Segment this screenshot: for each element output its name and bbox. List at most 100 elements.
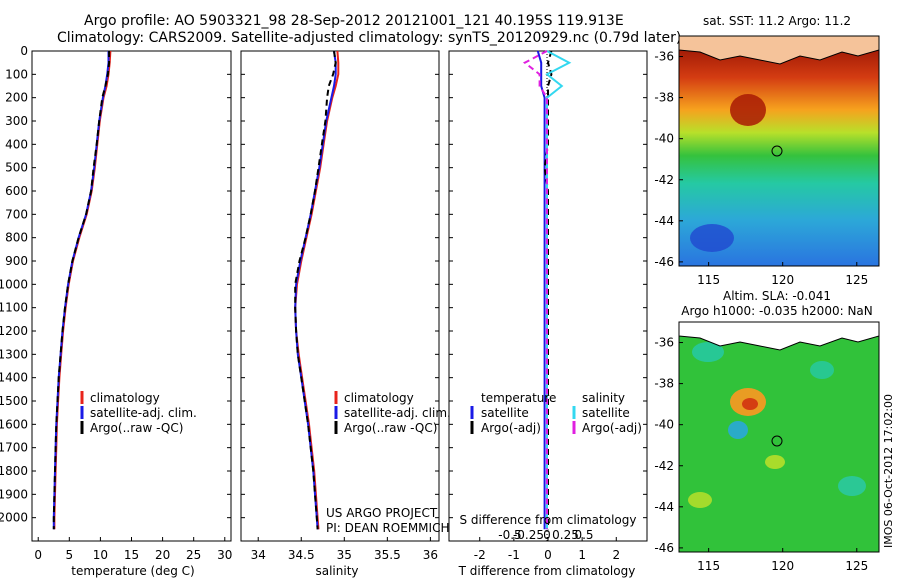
depth-tick-label: 1600 xyxy=(0,417,28,431)
x-tick-label: 34.5 xyxy=(288,548,315,562)
salinity-panel-frame xyxy=(240,50,440,542)
x-tick-label: 0 xyxy=(34,548,42,562)
sla-map-axes: 115 120 125 -36 -38 -40 -42 -44 -46 xyxy=(654,336,868,573)
lat-tick-label: -38 xyxy=(654,377,674,391)
lat-tick-label: -40 xyxy=(654,132,674,146)
x-tick-label: 15 xyxy=(124,548,139,562)
depth-tick-label: 200 xyxy=(5,91,28,105)
sst-map-frame xyxy=(678,35,880,267)
t-difference-axis-label: T difference from climatology xyxy=(458,564,636,578)
x-tick-label: 0 xyxy=(544,548,552,562)
x-tick-label: 1 xyxy=(578,548,586,562)
salinity-tick-label: -0.25 xyxy=(513,528,544,542)
coastline-land xyxy=(679,36,879,65)
salinity-tick-label: -0.5 xyxy=(498,528,521,542)
lat-tick-label: -36 xyxy=(654,50,674,64)
series-line-2 xyxy=(545,50,572,530)
depth-tick-label: 1900 xyxy=(0,487,28,501)
x-tick-label: 36 xyxy=(423,548,438,562)
sla-low-1 xyxy=(692,342,724,362)
legend-label-s-argo: Argo(-adj) xyxy=(582,421,642,435)
series-line-0 xyxy=(52,51,111,530)
salinity-tick-label: 0.5 xyxy=(574,528,593,542)
project-label: US ARGO PROJECT xyxy=(326,506,438,520)
cool-patch xyxy=(690,224,734,252)
legend-heading-temperature: temperature xyxy=(481,391,556,405)
depth-tick-label: 600 xyxy=(5,184,28,198)
series-line-2 xyxy=(536,50,546,530)
legend-label-argo: Argo(..raw -QC) xyxy=(90,421,183,435)
x-tick-label: 34 xyxy=(251,548,266,562)
argo-float-marker xyxy=(771,435,783,447)
lat-tick-label: -36 xyxy=(654,336,674,350)
lon-tick-label: 120 xyxy=(771,273,794,287)
salinity-difference-x-axis: -0.5-0.2500.250.5 xyxy=(498,528,593,542)
lat-tick-label: -46 xyxy=(654,255,674,269)
x-tick-label: -2 xyxy=(474,548,486,562)
legend-label-climatology: climatology xyxy=(90,391,160,405)
sla-map-subtitle: Argo h1000: -0.035 h2000: NaN xyxy=(681,304,873,318)
lat-tick-label: -38 xyxy=(654,91,674,105)
coastline-land xyxy=(679,322,879,351)
legend-label-s-satellite: satellite xyxy=(582,406,630,420)
argo-float-marker xyxy=(771,145,783,157)
x-tick-label: 35.5 xyxy=(374,548,401,562)
depth-tick-label: 1100 xyxy=(0,301,28,315)
header-title: Argo profile: AO 5903321_98 28-Sep-2012 … xyxy=(84,13,624,29)
lat-tick-label: -42 xyxy=(654,459,674,473)
legend-label-argo: Argo(..raw -QC) xyxy=(344,421,437,435)
s-difference-axis-label: S difference from climatology xyxy=(460,513,637,527)
temperature-legend: climatology satellite-adj. clim. Argo(..… xyxy=(80,391,197,435)
sla-high-2 xyxy=(765,455,785,469)
depth-tick-label: 1500 xyxy=(0,394,28,408)
sla-high-core xyxy=(742,398,758,410)
series-line-0 xyxy=(53,50,112,530)
depth-tick-label: 1300 xyxy=(0,347,28,361)
lon-tick-label: 115 xyxy=(697,559,720,573)
depth-tick-label: 400 xyxy=(5,137,28,151)
depth-tick-label: 500 xyxy=(5,161,28,175)
temperature-difference-x-axis: -2 -1 0 1 2 xyxy=(474,537,620,562)
pi-label: PI: DEAN ROEMMICH xyxy=(326,521,449,535)
depth-tick-label: 800 xyxy=(5,231,28,245)
sla-low-3 xyxy=(810,361,834,379)
legend-label-satellite: satellite-adj. clim. xyxy=(344,406,451,420)
lat-tick-label: -44 xyxy=(654,500,674,514)
salinity-legend: climatology satellite-adj. clim. Argo(..… xyxy=(326,391,451,535)
depth-tick-label: 1800 xyxy=(0,464,28,478)
lon-tick-label: 125 xyxy=(845,559,868,573)
depth-tick-label: 1700 xyxy=(0,441,28,455)
x-tick-label: 25 xyxy=(186,548,201,562)
x-tick-label: 35 xyxy=(337,548,352,562)
sla-low-4 xyxy=(838,476,866,496)
depth-tick-label: 300 xyxy=(5,114,28,128)
temperature-panel-frame xyxy=(31,50,232,542)
legend-heading-salinity: salinity xyxy=(582,391,625,405)
x-tick-label: 10 xyxy=(93,548,108,562)
sla-map-frame xyxy=(678,321,880,553)
salinity-x-axis: 34 34.5 35 35.5 36 xyxy=(251,537,438,562)
lat-tick-label: -40 xyxy=(654,418,674,432)
lat-tick-label: -46 xyxy=(654,541,674,555)
series-line-1 xyxy=(294,50,337,530)
depth-tick-label: 700 xyxy=(5,207,28,221)
sla-map-title: Altim. SLA: -0.041 xyxy=(723,289,831,303)
temperature-axis-label: temperature (deg C) xyxy=(71,564,194,578)
depth-tick-label: 2000 xyxy=(0,511,28,525)
depth-tick-label: 1000 xyxy=(0,277,28,291)
depth-axis: 0 100 200 300 400 500 600 700 800 900 1000 1100 1200… xyxy=(0,44,647,525)
salinity-axis-label: salinity xyxy=(315,564,358,578)
profile-series xyxy=(52,50,572,530)
header-subtitle: Climatology: CARS2009. Satellite-adjuste… xyxy=(57,30,681,46)
x-tick-label: 30 xyxy=(217,548,232,562)
x-tick-label: 20 xyxy=(155,548,170,562)
sst-map xyxy=(679,36,879,266)
lon-tick-label: 120 xyxy=(771,559,794,573)
depth-tick-label: 1400 xyxy=(0,371,28,385)
x-tick-label: 2 xyxy=(612,548,620,562)
salinity-tick-label: 0.25 xyxy=(552,528,579,542)
depth-tick-label: 100 xyxy=(5,67,28,81)
depth-tick-label: 0 xyxy=(20,44,28,58)
